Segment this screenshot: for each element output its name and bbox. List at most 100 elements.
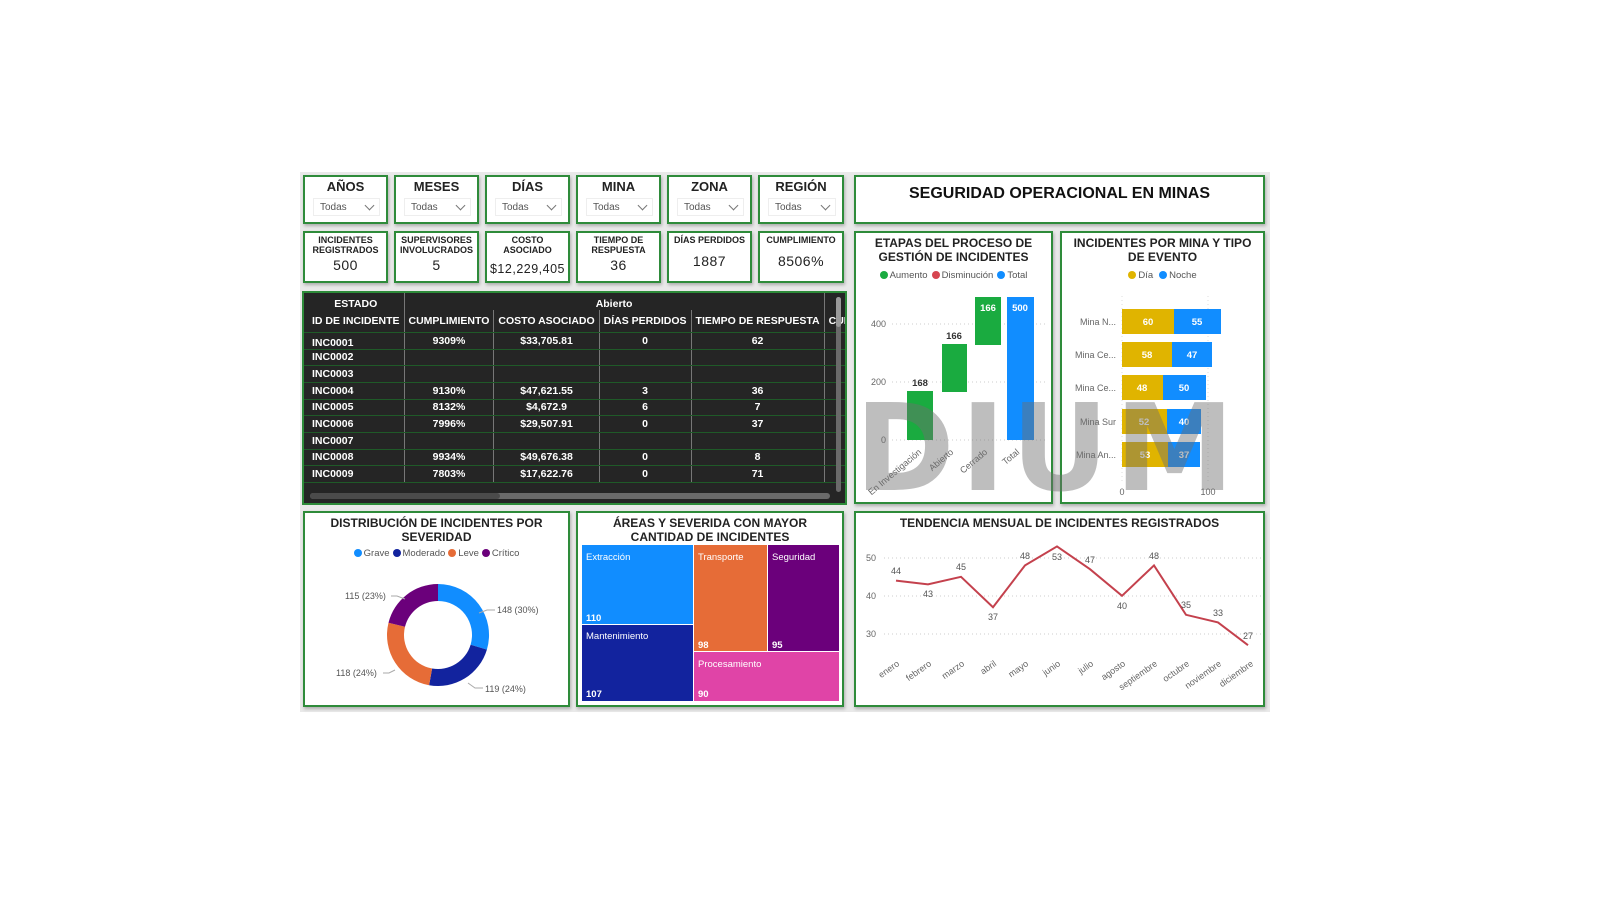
donut-chart-card[interactable]: DISTRIBUCIÓN DE INCIDENTES POR SEVERIDAD…	[303, 511, 570, 707]
svg-text:Mina Ce...: Mina Ce...	[1075, 350, 1116, 360]
slicer-label: ZONA	[691, 179, 728, 194]
kpi-value: $12,229,405	[489, 262, 565, 276]
svg-text:0: 0	[881, 435, 886, 445]
table-row[interactable]: INC0007	[304, 432, 845, 450]
table-row[interactable]: INC0009 7803% $17,622.76 0 71	[304, 465, 845, 483]
kpi-value: 500	[333, 257, 358, 273]
svg-text:98: 98	[698, 640, 709, 651]
slicer-dias[interactable]: DÍAS Todas	[485, 175, 570, 224]
slicer-dropdown[interactable]: Todas	[677, 198, 744, 216]
legend-item[interactable]: Crítico	[481, 548, 519, 559]
svg-text:30: 30	[866, 629, 876, 639]
waterfall-chart-card[interactable]: ETAPAS DEL PROCESO DE GESTIÓN DE INCIDEN…	[854, 231, 1053, 504]
legend-item[interactable]: Aumento	[879, 270, 928, 281]
treemap-transporte	[694, 545, 767, 651]
svg-text:Mina Ce...: Mina Ce...	[1075, 383, 1116, 393]
legend-item[interactable]: Noche	[1159, 270, 1197, 281]
svg-text:52: 52	[1139, 417, 1150, 428]
legend-dot-icon	[1159, 271, 1168, 279]
legend-item[interactable]: Grave	[353, 548, 390, 559]
vertical-scrollbar[interactable]	[836, 297, 841, 492]
svg-text:40: 40	[1179, 417, 1190, 428]
svg-text:500: 500	[1012, 303, 1028, 314]
column-header[interactable]: TIEMPO DE RESPUESTA	[690, 310, 825, 333]
donut-plot: 148 (30%) 119 (24%) 118 (24%) 115 (23%)	[336, 584, 539, 694]
dashboard-title-card: SEGURIDAD OPERACIONAL EN MINAS	[854, 175, 1265, 224]
svg-text:27: 27	[1243, 631, 1253, 641]
slicer-dropdown[interactable]: Todas	[313, 198, 380, 216]
bar-cerrado	[975, 297, 1001, 345]
slicer-anos[interactable]: AÑOS Todas	[303, 175, 388, 224]
svg-text:35: 35	[1181, 600, 1191, 610]
treemap-card[interactable]: ÁREAS Y SEVERIDA CON MAYOR CANTIDAD DE I…	[576, 511, 844, 707]
svg-text:58: 58	[1142, 350, 1153, 361]
slicer-dropdown[interactable]: Todas	[768, 198, 836, 216]
column-header[interactable]: ID DE INCIDENTE	[304, 310, 405, 333]
kpi-tiempo-respuesta: TIEMPO DE RESPUESTA 36	[576, 231, 661, 283]
svg-text:En Investigación: En Investigación	[866, 447, 923, 497]
legend-item[interactable]: Día	[1128, 270, 1153, 281]
slicer-meses[interactable]: MESES Todas	[394, 175, 479, 224]
svg-text:Mina N...: Mina N...	[1080, 317, 1116, 327]
svg-text:Extracción: Extracción	[586, 552, 630, 563]
svg-text:45: 45	[956, 562, 966, 572]
chart-title: TENDENCIA MENSUAL DE INCIDENTES REGISTRA…	[899, 516, 1220, 530]
svg-text:Abierto: Abierto	[927, 447, 955, 473]
legend-item[interactable]: Moderado	[392, 548, 445, 559]
chart-title: ETAPAS DEL PROCESO DE GESTIÓN DE INCIDEN…	[874, 236, 1033, 264]
table-row[interactable]: INC0005 8132% $4,672.9 6 7	[304, 399, 845, 417]
slicer-dropdown[interactable]: Todas	[586, 198, 653, 216]
legend-item[interactable]: Total	[997, 270, 1027, 281]
scrollbar-thumb[interactable]	[310, 493, 500, 499]
slicer-label: MESES	[413, 179, 460, 194]
svg-text:43: 43	[923, 589, 933, 599]
legend-dot-icon	[1128, 271, 1137, 279]
slicer-dropdown[interactable]: Todas	[404, 198, 471, 216]
kpi-label: INCIDENTES REGISTRADOS	[312, 235, 379, 255]
treemap-plot: Extracción 110 Mantenimiento 107 Transport…	[582, 545, 839, 701]
svg-text:40: 40	[866, 591, 876, 601]
horizontal-scrollbar[interactable]	[310, 493, 830, 499]
svg-text:200: 200	[871, 377, 886, 387]
svg-text:118 (24%): 118 (24%)	[336, 668, 377, 678]
slicer-label: DÍAS	[511, 179, 544, 194]
line-chart-card[interactable]: TENDENCIA MENSUAL DE INCIDENTES REGISTRA…	[854, 511, 1265, 707]
column-header[interactable]: DÍAS PERDIDOS	[598, 310, 692, 333]
slicer-zona[interactable]: ZONA Todas	[667, 175, 752, 224]
slicer-dropdown[interactable]: Todas	[495, 198, 562, 216]
table-row[interactable]: INC0001 9309% $33,705.81 0 62	[304, 332, 845, 350]
table-row[interactable]: INC0002	[304, 349, 845, 367]
svg-text:48: 48	[1137, 383, 1148, 394]
kpi-supervisores: SUPERVISORES INVOLUCRADOS 5	[394, 231, 479, 283]
svg-text:diciembre: diciembre	[1217, 658, 1255, 689]
table-row[interactable]: INC0006 7996% $29,507.91 0 37	[304, 415, 845, 433]
table-row[interactable]: INC0008 9934% $49,676.38 0 8	[304, 449, 845, 467]
column-header[interactable]: COSTO ASOCIADO	[493, 310, 600, 333]
bar-abierto	[942, 344, 967, 392]
slicer-mina[interactable]: MINA Todas	[576, 175, 661, 224]
legend-item[interactable]: Leve	[448, 548, 479, 559]
svg-text:0: 0	[1119, 487, 1124, 497]
kpi-value: 1887	[692, 253, 727, 269]
kpi-label: COSTO ASOCIADO	[503, 235, 552, 255]
table-row[interactable]: INC0004 9130% $47,621.55 3 36	[304, 382, 845, 400]
svg-text:168: 168	[912, 378, 928, 389]
svg-text:junio: junio	[1040, 658, 1062, 678]
slicer-region[interactable]: REGIÓN Todas	[758, 175, 844, 224]
svg-text:60: 60	[1143, 317, 1154, 328]
group-abierto-header[interactable]: Abierto	[403, 293, 825, 310]
svg-text:enero: enero	[877, 658, 902, 679]
svg-text:47: 47	[1085, 555, 1095, 565]
svg-text:55: 55	[1192, 317, 1203, 328]
incidents-matrix-table[interactable]: ESTADO Abierto ID DE INCIDENTE CUMPLIMIE…	[302, 291, 847, 505]
legend-dot-icon	[448, 549, 457, 557]
chevron-down-icon	[728, 200, 739, 210]
table-row[interactable]: INC0003965	[304, 365, 845, 383]
scrollbar-thumb[interactable]	[836, 297, 841, 327]
stacked-bar-chart-card[interactable]: INCIDENTES POR MINA Y TIPO DE EVENTO Día…	[1060, 231, 1265, 504]
legend-item[interactable]: Disminución	[931, 270, 993, 281]
column-header[interactable]: CUMPLIMIENTO	[403, 310, 494, 333]
svg-text:53: 53	[1140, 450, 1151, 461]
svg-text:53: 53	[1052, 552, 1062, 562]
svg-text:115 (23%): 115 (23%)	[345, 591, 386, 601]
